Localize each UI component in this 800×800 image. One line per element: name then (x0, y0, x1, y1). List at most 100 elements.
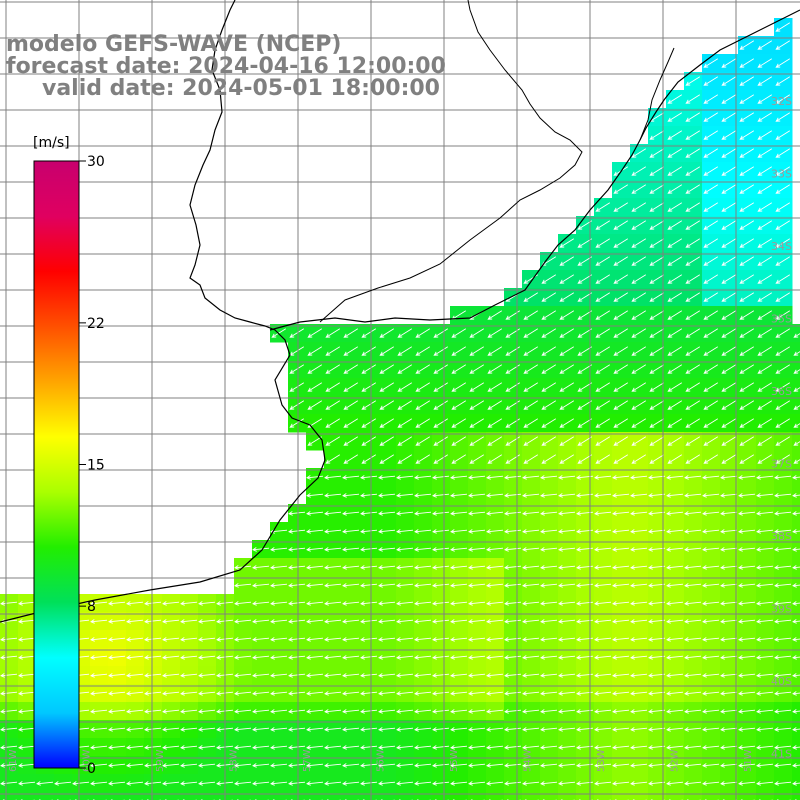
wind-arrow (702, 637, 720, 642)
wind-arrow (433, 454, 449, 464)
wind-arrow (775, 40, 791, 50)
wind-arrow (739, 76, 755, 86)
wind-arrow (108, 691, 126, 696)
wind-arrow (505, 436, 521, 446)
wind-arrow (307, 400, 323, 410)
wind-arrow (685, 310, 701, 320)
wind-arrow (270, 583, 288, 588)
wind-arrow (775, 58, 791, 68)
wind-arrow (342, 673, 360, 678)
wind-arrow (18, 619, 36, 624)
wind-arrow (234, 673, 252, 678)
wind-arrow (378, 673, 396, 678)
wind-arrow (522, 583, 540, 588)
title-line-3: valid date: 2024-05-01 18:00:00 (42, 76, 440, 101)
wind-arrow (775, 238, 791, 248)
wind-arrow (540, 547, 558, 552)
wind-arrow (792, 691, 800, 696)
wind-arrow (468, 493, 486, 498)
wind-arrow (487, 328, 503, 338)
wind-arrow (541, 364, 557, 374)
wind-arrow (595, 292, 611, 302)
wind-arrow (684, 511, 702, 516)
wind-speed-cell (90, 792, 109, 800)
wind-arrow (540, 529, 558, 534)
wind-arrow (270, 691, 288, 696)
wind-arrow (792, 547, 800, 552)
wind-arrow (667, 292, 683, 302)
wind-arrow (451, 454, 467, 464)
wind-arrow (450, 529, 468, 534)
wind-arrow (541, 454, 557, 464)
wind-arrow (252, 565, 270, 570)
wind-arrow (414, 565, 432, 570)
wind-arrow (721, 310, 737, 320)
wind-arrow (396, 583, 414, 588)
wind-arrow (720, 745, 738, 750)
wind-arrow (108, 727, 126, 732)
wind-arrow (739, 454, 755, 464)
wind-arrow (612, 619, 630, 624)
wind-arrow (523, 328, 539, 338)
wind-arrow (774, 727, 792, 732)
wind-arrow (757, 436, 773, 446)
wind-arrow (774, 601, 792, 606)
wind-arrow (792, 781, 800, 786)
wind-arrow (522, 493, 540, 498)
wind-arrow (504, 475, 522, 480)
wind-arrow (18, 727, 36, 732)
wind-arrow (307, 436, 323, 446)
wind-arrow (397, 418, 413, 428)
wind-arrow (631, 364, 647, 374)
wind-arrow (108, 709, 126, 714)
wind-arrow (757, 382, 773, 392)
wind-speed-cell (774, 792, 793, 800)
wind-arrow (360, 511, 378, 516)
wind-arrow (288, 637, 306, 642)
wind-arrow (666, 511, 684, 516)
wind-arrow (306, 763, 324, 768)
wind-arrow (649, 310, 665, 320)
wind-arrow (792, 727, 800, 732)
wind-arrow (540, 763, 558, 768)
wind-arrow (486, 637, 504, 642)
wind-speed-cell (234, 792, 253, 800)
wind-arrow (721, 400, 737, 410)
wind-arrow (324, 529, 342, 534)
wind-arrow (468, 511, 486, 516)
wind-arrow (522, 565, 540, 570)
wind-arrow (18, 691, 36, 696)
wind-arrow (720, 619, 738, 624)
wind-arrow (540, 673, 558, 678)
wind-arrow (739, 292, 755, 302)
wind-arrow (198, 691, 216, 696)
wind-arrow (504, 673, 522, 678)
wind-arrow (18, 763, 36, 768)
wind-arrow (702, 709, 720, 714)
wind-arrow (486, 655, 504, 660)
wind-arrow (666, 529, 684, 534)
wind-arrow (433, 364, 449, 374)
wind-arrow (324, 637, 342, 642)
wind-arrow (126, 691, 144, 696)
wind-arrow (180, 709, 198, 714)
wind-arrow (342, 727, 360, 732)
wind-arrow (595, 454, 611, 464)
wind-arrow (685, 112, 701, 122)
wind-arrow (18, 709, 36, 714)
wind-arrow (684, 709, 702, 714)
wind-speed-cell (792, 450, 800, 469)
wind-arrow (18, 601, 36, 606)
colorbar-ticks: 30 22 15 8 0 (79, 154, 105, 777)
wind-arrow (126, 619, 144, 624)
wind-arrow (414, 673, 432, 678)
wind-arrow (288, 727, 306, 732)
wind-arrow (558, 781, 576, 786)
wind-arrow (540, 637, 558, 642)
wind-arrow (288, 583, 306, 588)
wind-arrow (702, 601, 720, 606)
wind-arrow (702, 655, 720, 660)
wind-speed-cell (324, 792, 343, 800)
wind-arrow (666, 475, 684, 480)
wind-arrow (594, 529, 612, 534)
